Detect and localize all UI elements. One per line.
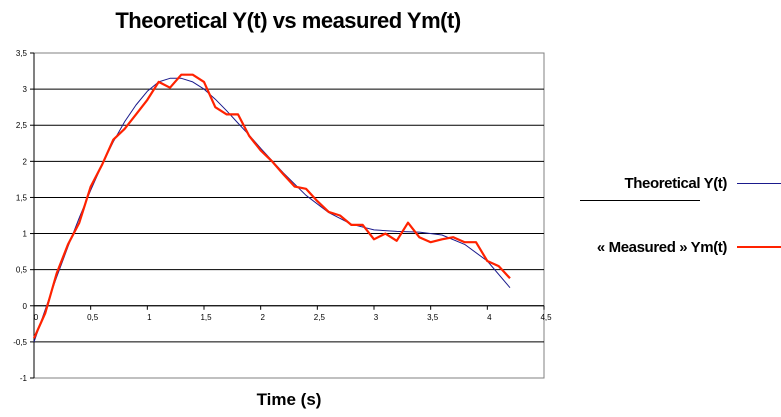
- x-tick-label: 1: [147, 313, 152, 322]
- y-tick-label: -0,5: [13, 338, 27, 347]
- y-tick-label: 3: [23, 85, 28, 94]
- legend-swatch-measured: [737, 246, 781, 248]
- y-tick-label: 0: [23, 302, 28, 311]
- x-tick-label: 0: [34, 313, 39, 322]
- legend-separator: [580, 200, 700, 201]
- x-tick-label: 4,5: [540, 313, 552, 322]
- x-tick-label: 4: [487, 313, 492, 322]
- y-tick-label: 2,5: [16, 121, 28, 130]
- x-tick-label: 3,5: [427, 313, 439, 322]
- series-line-measured: [32, 73, 511, 339]
- x-tick-label: 3: [374, 313, 379, 322]
- legend-swatch-theoretical: [737, 182, 781, 184]
- y-tick-label: 0,5: [16, 266, 28, 275]
- y-tick-label: 1,5: [16, 193, 28, 202]
- y-tick-label: 2: [23, 157, 28, 166]
- y-tick-label: 1: [23, 230, 28, 239]
- y-tick-label: 3,5: [16, 49, 28, 58]
- plot-frame: [33, 52, 545, 379]
- legend: Theoretical Y(t) « Measured » Ym(t): [540, 160, 781, 270]
- legend-label-measured: « Measured » Ym(t): [596, 238, 727, 256]
- x-tick-label: 1,5: [200, 313, 212, 322]
- legend-item-measured: « Measured » Ym(t): [597, 237, 781, 257]
- legend-label-theoretical: Theoretical Y(t): [624, 174, 727, 192]
- chart-title: Theoretical Y(t) vs measured Ym(t): [115, 8, 461, 33]
- x-tick-label: 2: [260, 313, 265, 322]
- x-tick-label: 2,5: [314, 313, 326, 322]
- legend-item-theoretical: Theoretical Y(t): [624, 173, 781, 193]
- x-tick-label: 0,5: [87, 313, 99, 322]
- y-tick-label: -1: [20, 374, 28, 383]
- x-axis-title: Time (s): [256, 390, 322, 409]
